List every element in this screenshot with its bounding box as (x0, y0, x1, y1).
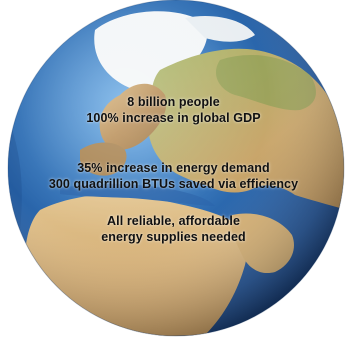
energy-demand-text: 35% increase in energy demand 300 quadri… (0, 160, 347, 192)
population-gdp-text: 8 billion people 100% increase in global… (0, 94, 347, 126)
reliable-affordable-line: All reliable, affordable (107, 214, 240, 228)
supplies-needed-line: energy supplies needed (101, 230, 246, 244)
gdp-line: 100% increase in global GDP (86, 111, 261, 125)
efficiency-savings-line: 300 quadrillion BTUs saved via efficienc… (48, 177, 299, 191)
energy-supplies-text: All reliable, affordable energy supplies… (0, 213, 347, 245)
population-line: 8 billion people (127, 95, 220, 109)
energy-demand-line: 35% increase in energy demand (77, 161, 270, 175)
